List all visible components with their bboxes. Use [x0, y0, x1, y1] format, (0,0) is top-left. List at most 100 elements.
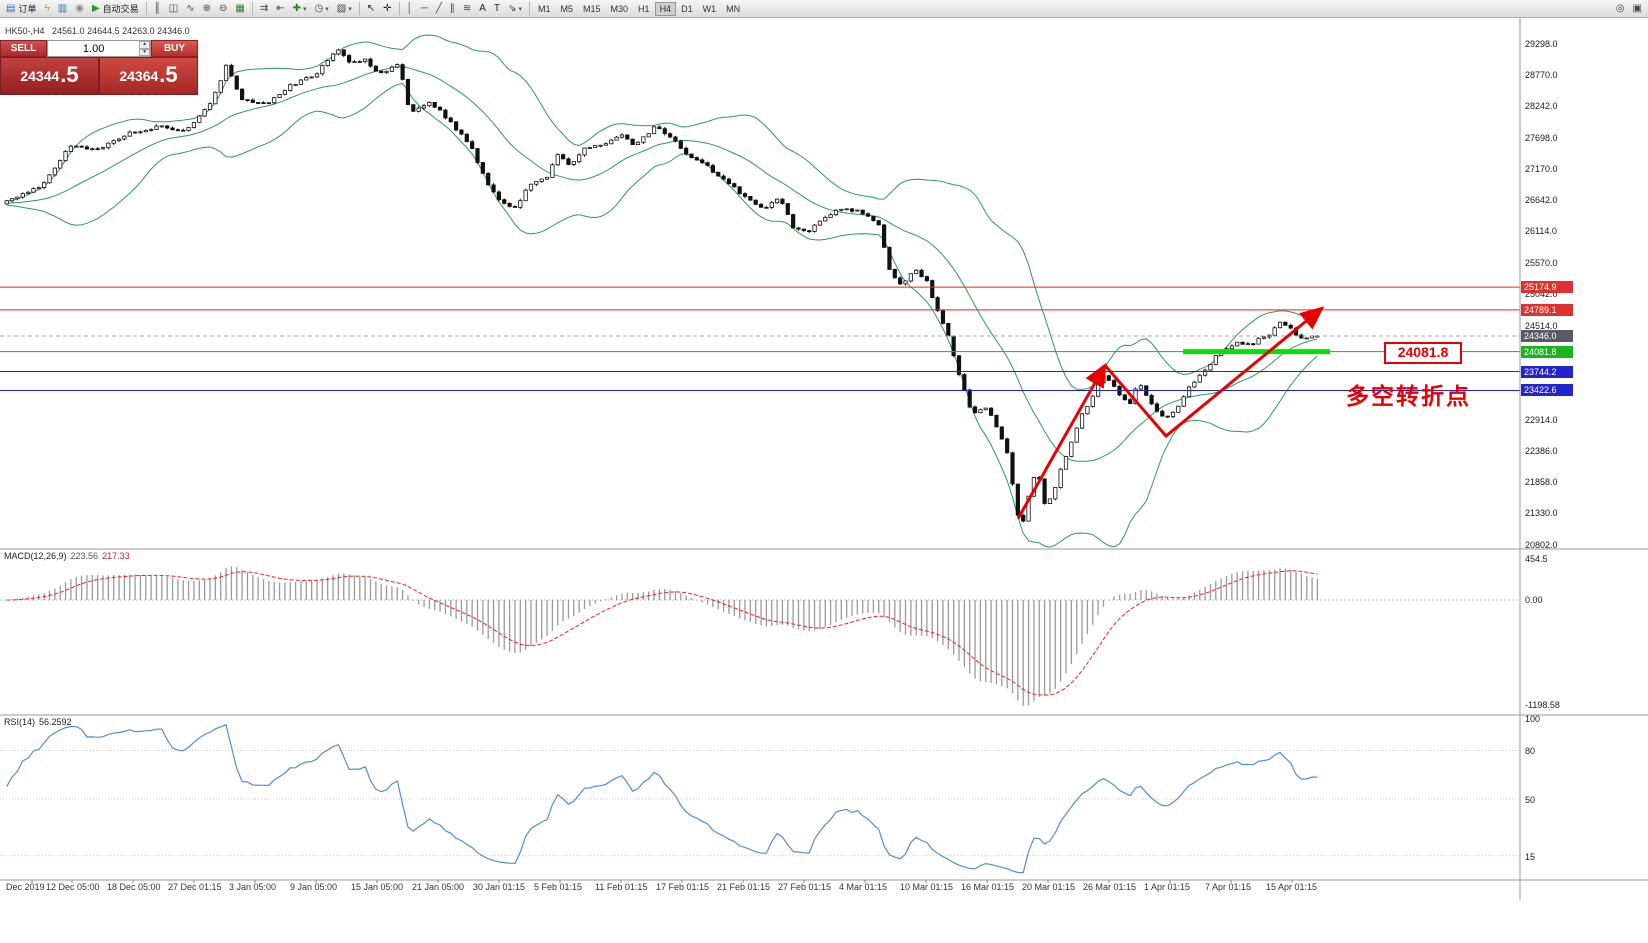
cursor-icon-glyph-icon: ↖ — [366, 2, 376, 14]
volume-increase-button[interactable]: ▲ — [139, 41, 150, 49]
text-tool-icon-glyph-icon: A — [479, 2, 486, 14]
timeframe-w1-button[interactable]: W1 — [698, 2, 722, 16]
timeframe-m15-button[interactable]: M15 — [578, 2, 606, 16]
vertical-line-icon-glyph-icon: │ — [406, 2, 413, 14]
depth-of-market-icon-glyph-icon: ▥ — [57, 2, 68, 14]
candlestick-chart-icon[interactable]: ◫ — [165, 1, 182, 17]
zoom-in-icon[interactable]: ⊕ — [199, 1, 215, 17]
zoom-out-icon[interactable]: ⊖ — [215, 1, 231, 17]
toolbar-separator — [398, 2, 400, 15]
candlestick-chart-icon-glyph-icon: ◫ — [168, 2, 179, 14]
vertical-line-icon[interactable]: │ — [403, 1, 417, 17]
cursor-icon[interactable]: ↖ — [363, 1, 379, 17]
trendline-icon[interactable]: ╱ — [432, 1, 446, 17]
sell-button[interactable]: SELL — [0, 40, 47, 57]
sell-price-main: 24344 — [20, 68, 60, 84]
chart-ohlc-header: HK50-,H4 24561.0 24644.5 24263.0 24346.0 — [5, 26, 190, 36]
chart-symbol-period: HK50-,H4 — [5, 26, 45, 36]
main-chart-canvas[interactable] — [0, 18, 1648, 943]
chevron-down-icon: ▾ — [518, 5, 522, 13]
alert-icon[interactable]: ϟ — [40, 1, 53, 17]
templates-glyph-icon: ▧ — [336, 2, 347, 14]
text-tool-icon[interactable]: A — [475, 1, 490, 17]
volume-input[interactable] — [48, 41, 140, 56]
alert-icon-glyph-icon: ϟ — [44, 2, 50, 14]
timeframe-mn-button[interactable]: MN — [721, 2, 745, 16]
bar-chart-icon-glyph-icon: ║ — [153, 2, 161, 14]
autotrading-glyph-icon: ▶ — [91, 2, 100, 14]
chart-shift-icon[interactable]: ⇤ — [272, 1, 288, 17]
top-toolbar: ▤ 订单 ϟ ▥ ◉ ▶ 自动交易 ║ ◫ ∿ ⊕ ⊖ ▦ ⇉ ⇤ ✚ ▾ ◷ ▾ ▧ ▾ ↖ ✛ │ ─ ╱ ∥ ≋ A T ⇘ ▾ M1 M5… — [0, 0, 1648, 18]
line-chart-icon-glyph-icon: ∿ — [186, 2, 195, 14]
tile-windows-icon-glyph-icon: ▦ — [235, 2, 245, 14]
autotrading-button-label: 自动交易 — [102, 4, 139, 14]
channel-icon[interactable]: ∥ — [446, 1, 459, 17]
sell-price[interactable]: 24344 .5 — [0, 57, 99, 95]
chevron-down-icon: ▾ — [325, 5, 329, 13]
news-icon[interactable]: ◉ — [71, 1, 88, 17]
timeframe-m1-button[interactable]: M1 — [533, 2, 556, 16]
rsi-indicator-title: RSI(14) 56.2592 — [4, 717, 72, 727]
new-chart-icon-glyph-icon: ▣ — [1632, 2, 1642, 14]
volume-decrease-button[interactable]: ▼ — [139, 48, 150, 56]
chevron-down-icon: ▾ — [348, 5, 352, 13]
periods-glyph-icon: ◷ — [314, 2, 324, 14]
horizontal-line-icon-glyph-icon: ─ — [420, 2, 428, 14]
horizontal-line-icon[interactable]: ─ — [417, 1, 432, 17]
new-order-glyph-icon: ▤ — [6, 2, 16, 14]
autotrading-button[interactable]: ▶ 自动交易 — [88, 1, 143, 17]
indicators-button[interactable]: ✚ ▾ — [289, 1, 311, 17]
new-order-button[interactable]: ▤ 订单 — [2, 1, 40, 17]
toolbar-separator — [358, 2, 360, 15]
timeframe-h4-button[interactable]: H4 — [654, 1, 677, 16]
chart-ohlc-values: 24561.0 24644.5 24263.0 24346.0 — [52, 26, 190, 36]
zoom-in-icon-glyph-icon: ⊕ — [202, 2, 211, 14]
trendline-icon-glyph-icon: ╱ — [435, 2, 442, 14]
new-chart-icon[interactable]: ▣ — [1629, 1, 1646, 17]
shapes-button[interactable]: ⇘ ▾ — [504, 1, 526, 17]
buy-price[interactable]: 24364 .5 — [99, 57, 198, 95]
crosshair-icon-glyph-icon: ✛ — [383, 2, 392, 14]
auto-scroll-icon-glyph-icon: ⇉ — [259, 2, 269, 14]
toolbar-separator — [251, 2, 253, 15]
volume-spinner: ▲ ▼ — [139, 41, 150, 56]
periods-button[interactable]: ◷ ▾ — [311, 1, 333, 17]
fibonacci-icon-glyph-icon: ≋ — [462, 2, 472, 14]
timeframe-d1-button[interactable]: D1 — [676, 2, 698, 16]
line-chart-icon[interactable]: ∿ — [182, 1, 198, 17]
timeframe-h1-button[interactable]: H1 — [633, 2, 655, 16]
chevron-down-icon: ▾ — [303, 5, 307, 13]
zoom-out-icon-glyph-icon: ⊖ — [219, 2, 228, 14]
fibonacci-icon[interactable]: ≋ — [459, 1, 475, 17]
auto-scroll-icon[interactable]: ⇉ — [256, 1, 272, 17]
tile-windows-icon[interactable]: ▦ — [231, 1, 248, 17]
buy-price-main: 24364 — [119, 68, 159, 84]
buy-button[interactable]: BUY — [151, 40, 198, 57]
level-price-label[interactable]: 24081.8 — [1384, 342, 1462, 364]
volume-stepper[interactable]: ▲ ▼ — [47, 40, 151, 57]
label-tool-icon-glyph-icon: T — [493, 2, 501, 14]
depth-of-market-icon[interactable]: ▥ — [54, 1, 71, 17]
turning-point-annotation[interactable]: 多空转折点 — [1346, 383, 1471, 409]
timeframe-m5-button[interactable]: M5 — [556, 2, 579, 16]
toolbar-separator — [145, 2, 147, 15]
new-order-button-label: 订单 — [18, 4, 37, 14]
bar-chart-icon[interactable]: ║ — [150, 1, 165, 17]
macd-indicator-title: MACD(12,26,9) 223.56 217.33 — [4, 551, 130, 561]
indicators-glyph-icon: ✚ — [292, 2, 302, 14]
buy-price-big: .5 — [159, 62, 178, 87]
news-icon-glyph-icon: ◉ — [75, 2, 84, 14]
channel-icon-glyph-icon: ∥ — [449, 2, 455, 14]
shapes-glyph-icon: ⇘ — [508, 2, 517, 14]
search-icon-glyph-icon: ◎ — [1615, 2, 1625, 14]
label-tool-icon[interactable]: T — [490, 1, 504, 17]
toolbar-separator — [528, 2, 530, 15]
sell-price-big: .5 — [60, 62, 79, 87]
crosshair-icon[interactable]: ✛ — [379, 1, 395, 17]
chart-shift-icon-glyph-icon: ⇤ — [276, 2, 285, 14]
search-icon[interactable]: ◎ — [1612, 1, 1629, 17]
one-click-trading-panel: SELL ▲ ▼ BUY 24344 .5 24364 .5 — [0, 40, 198, 95]
templates-button[interactable]: ▧ ▾ — [333, 1, 356, 17]
timeframe-m30-button[interactable]: M30 — [606, 2, 634, 16]
